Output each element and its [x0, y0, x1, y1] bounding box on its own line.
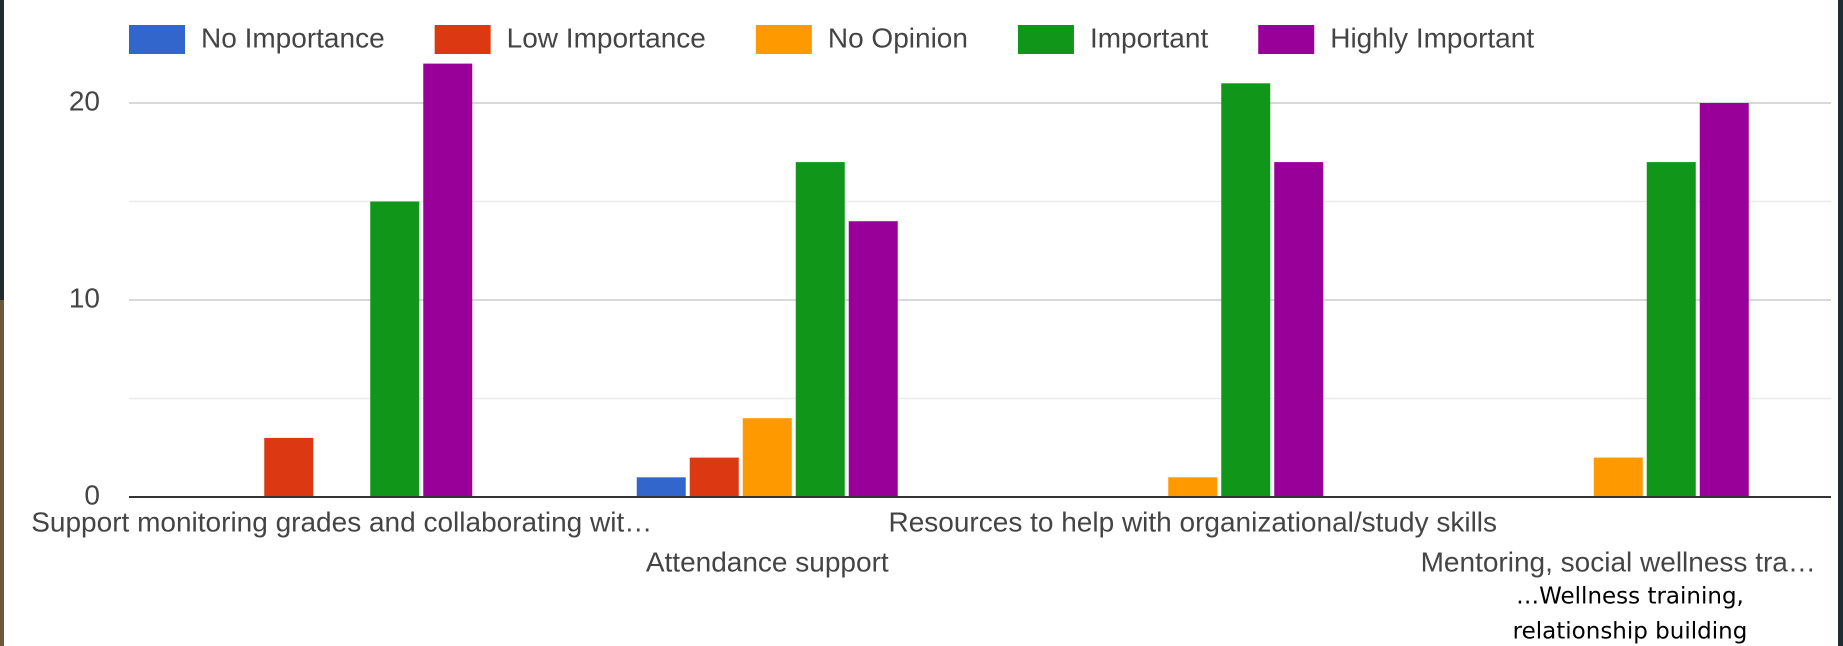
- x-tick-label: Resources to help with organizational/st…: [888, 506, 1497, 537]
- bar: [848, 221, 898, 497]
- slide-edge: [1838, 0, 1843, 646]
- legend-label: No Opinion: [828, 22, 968, 53]
- bar: [1593, 457, 1643, 497]
- slide-edge: [0, 300, 4, 646]
- bar: [1699, 103, 1749, 497]
- bar: [423, 63, 473, 497]
- y-tick-label: 10: [69, 282, 100, 313]
- annotation: …Wellness training,: [1516, 584, 1744, 610]
- y-tick-label: 0: [84, 479, 100, 510]
- bar: [795, 162, 845, 497]
- legend-label: Low Importance: [507, 22, 706, 53]
- bar: [1646, 162, 1696, 497]
- bar: [264, 437, 314, 497]
- legend-swatch: [1017, 25, 1074, 54]
- x-tick-label: Support monitoring grades and collaborat…: [31, 506, 652, 537]
- legend-swatch: [1258, 25, 1315, 54]
- bar: [742, 418, 792, 497]
- x-tick-label: Attendance support: [646, 546, 889, 577]
- legend-label: Highly Important: [1330, 22, 1534, 53]
- x-tick-label: Mentoring, social wellness tra…: [1421, 546, 1816, 577]
- legend-label: Important: [1090, 22, 1208, 53]
- legend-swatch: [755, 25, 812, 54]
- bar: [370, 201, 420, 497]
- annotation: relationship building: [1513, 619, 1748, 645]
- bar: [636, 477, 686, 497]
- legend-swatch: [434, 25, 491, 54]
- legend-swatch: [129, 25, 185, 54]
- bar: [689, 457, 739, 497]
- y-tick-label: 20: [69, 85, 100, 116]
- slide-edge: [0, 0, 4, 300]
- bar: [1221, 83, 1271, 498]
- bar: [1274, 162, 1324, 497]
- legend-label: No Importance: [201, 22, 385, 53]
- bar: [1168, 477, 1218, 497]
